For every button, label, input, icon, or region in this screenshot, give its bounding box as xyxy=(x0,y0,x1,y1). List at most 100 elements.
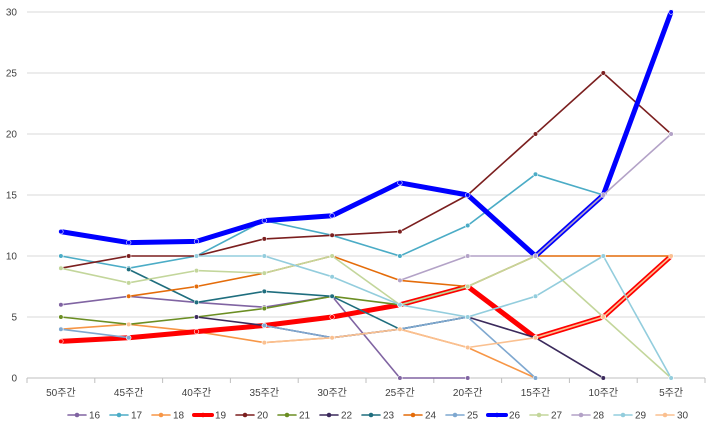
data-point-27 xyxy=(261,270,267,276)
data-point-28 xyxy=(532,253,539,259)
y-tick-label: 5 xyxy=(11,313,17,324)
legend-swatch-marker xyxy=(158,412,164,418)
legend-label: 27 xyxy=(551,411,563,422)
data-point-29 xyxy=(193,253,200,259)
data-point-22 xyxy=(600,375,606,381)
legend-label: 20 xyxy=(257,411,269,422)
legend-item-26: 26 xyxy=(486,411,521,422)
legend-label: 16 xyxy=(89,411,101,422)
data-point-26 xyxy=(465,192,471,198)
data-point-23 xyxy=(193,299,200,305)
data-point-26 xyxy=(397,180,403,186)
legend-label: 17 xyxy=(131,411,143,422)
legend-label: 18 xyxy=(173,411,185,422)
legend-item-18: 18 xyxy=(151,411,185,422)
data-point-28 xyxy=(465,253,471,259)
x-tick-label: 10주간 xyxy=(589,387,619,399)
data-point-20 xyxy=(532,131,539,137)
data-point-22 xyxy=(193,314,200,320)
data-point-25 xyxy=(58,326,64,332)
data-point-27 xyxy=(329,253,335,259)
legend-item-30: 30 xyxy=(655,411,689,422)
x-tick-label: 30주간 xyxy=(317,387,347,399)
x-tick-label: 5주간 xyxy=(659,387,683,399)
data-point-20 xyxy=(126,253,132,259)
legend: 16 17 18 19 20 21 22 23 24 25 26 27 28 29 30 xyxy=(67,411,689,422)
series-line-20 xyxy=(60,72,672,270)
y-tick-label: 15 xyxy=(6,191,18,202)
data-point-30 xyxy=(532,335,539,341)
series-line-27 xyxy=(60,255,672,379)
legend-swatch-marker xyxy=(536,412,542,418)
data-point-30 xyxy=(600,314,606,320)
data-point-29 xyxy=(465,314,471,320)
data-point-26 xyxy=(58,229,64,235)
data-point-21 xyxy=(58,314,64,320)
data-point-17 xyxy=(532,171,539,177)
legend-item-28: 28 xyxy=(571,411,605,422)
legend-swatch-marker xyxy=(452,412,458,418)
legend-label: 22 xyxy=(341,411,353,422)
legend-item-22: 22 xyxy=(319,411,353,422)
y-axis: 0 5 10 15 20 25 30 xyxy=(6,8,18,385)
data-point-19 xyxy=(193,329,200,335)
y-tick-label: 25 xyxy=(6,69,18,80)
x-tick-label: 45주간 xyxy=(114,387,144,399)
data-point-29 xyxy=(532,293,539,299)
legend-item-29: 29 xyxy=(613,411,647,422)
data-point-23 xyxy=(126,266,132,273)
data-point-26 xyxy=(329,213,335,219)
legend-swatch-marker xyxy=(620,412,626,418)
data-point-26 xyxy=(126,239,132,246)
data-point-29 xyxy=(397,302,403,308)
data-point-30 xyxy=(668,253,674,259)
legend-label: 21 xyxy=(299,411,311,422)
legend-label: 25 xyxy=(467,411,479,422)
data-point-30 xyxy=(465,344,471,351)
data-point-25 xyxy=(261,322,267,329)
legend-swatch-marker xyxy=(116,412,122,418)
data-point-20 xyxy=(397,229,403,235)
legend-label: 30 xyxy=(677,411,689,422)
data-point-19 xyxy=(58,338,64,345)
data-point-26 xyxy=(668,9,674,15)
data-point-20 xyxy=(329,232,335,238)
data-point-23 xyxy=(261,288,267,294)
data-point-26 xyxy=(193,238,200,244)
legend-swatch-marker xyxy=(242,412,248,418)
data-point-27 xyxy=(193,268,200,274)
legend-item-25: 25 xyxy=(445,411,479,422)
legend-swatch-marker xyxy=(410,412,416,418)
data-point-17 xyxy=(465,222,471,229)
data-point-24 xyxy=(126,293,132,299)
legend-item-24: 24 xyxy=(403,411,437,422)
x-tick-label: 35주간 xyxy=(250,387,280,399)
x-tick-label: 25주간 xyxy=(385,387,415,399)
legend-item-17: 17 xyxy=(109,411,143,422)
data-point-30 xyxy=(329,335,335,341)
legend-label: 26 xyxy=(509,411,521,422)
series-18 xyxy=(58,321,539,381)
legend-swatch-marker xyxy=(200,412,206,418)
legend-swatch-marker xyxy=(662,412,668,418)
data-point-24 xyxy=(193,283,200,290)
data-point-17 xyxy=(397,253,403,259)
data-point-29 xyxy=(261,253,267,259)
legend-item-23: 23 xyxy=(361,411,395,422)
legend-swatch-marker xyxy=(578,412,584,418)
series-line-29 xyxy=(195,255,672,379)
series-line-25 xyxy=(60,328,130,339)
y-tick-label: 10 xyxy=(6,252,18,263)
data-point-29 xyxy=(668,375,674,381)
legend-swatch-marker xyxy=(368,412,374,418)
data-point-28 xyxy=(600,192,606,198)
x-tick-label: 15주간 xyxy=(521,387,551,399)
series-30 xyxy=(126,253,674,351)
legend-label: 23 xyxy=(383,411,395,422)
data-point-27 xyxy=(126,280,132,286)
data-point-30 xyxy=(126,321,132,327)
legend-label: 19 xyxy=(215,411,227,422)
legend-label: 28 xyxy=(593,411,605,422)
x-tick-label: 20주간 xyxy=(453,387,483,399)
